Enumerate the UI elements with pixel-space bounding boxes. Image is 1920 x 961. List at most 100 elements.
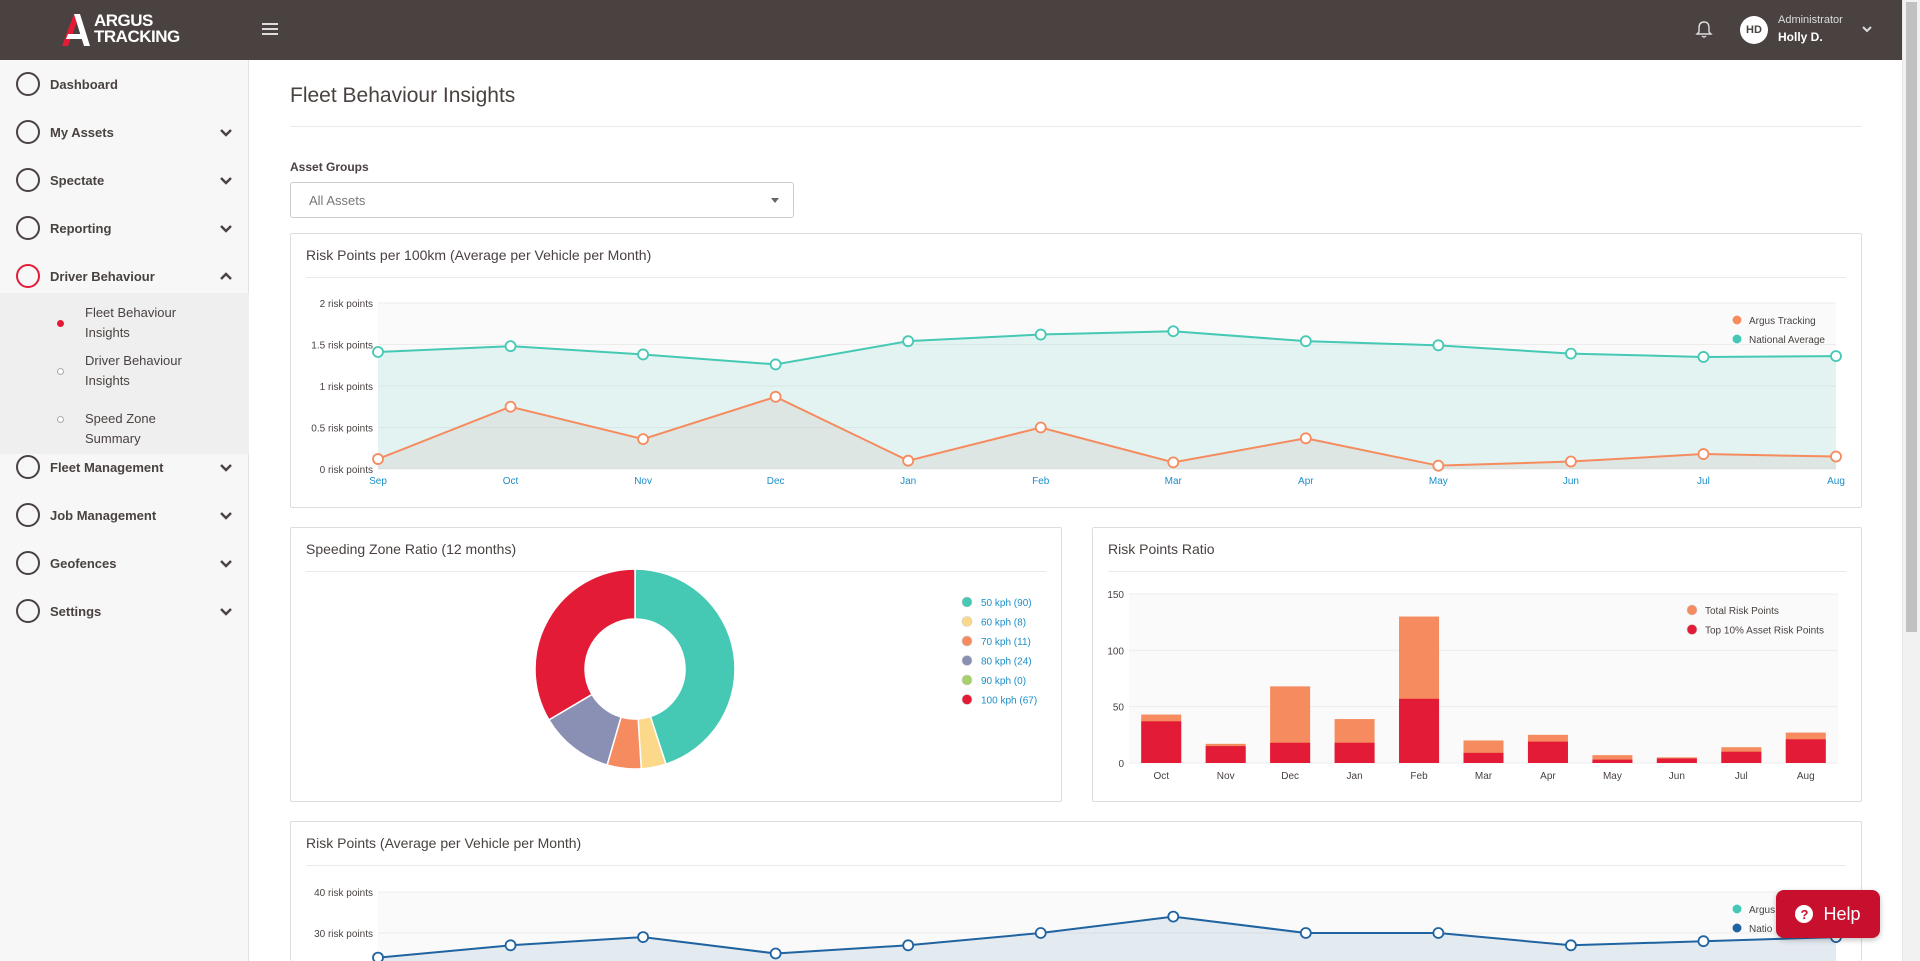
page-scrollbar[interactable] xyxy=(1902,0,1920,961)
sidebar-item-dashboard[interactable]: Dashboard xyxy=(0,63,249,105)
pie-slice xyxy=(534,568,636,721)
data-point xyxy=(1565,347,1577,360)
risk-per-100km-chart: 0 risk points 0.5 risk points 1 risk point… xyxy=(311,299,1845,487)
y-tick-label: 100 xyxy=(1107,646,1124,657)
legend-marker xyxy=(961,616,973,627)
chevron-down-icon[interactable] xyxy=(219,556,233,570)
x-tick-label: Jan xyxy=(900,476,916,487)
x-tick-label: Jun xyxy=(1669,771,1685,782)
data-point xyxy=(1167,325,1180,338)
sidebar-item-label: Settings xyxy=(50,603,102,619)
report-icon xyxy=(16,216,40,240)
bar-top10 xyxy=(1334,742,1375,763)
asset-groups-select[interactable]: All Assets xyxy=(290,182,794,218)
chevron-down-icon[interactable] xyxy=(219,221,233,235)
y-tick-label: 0 risk points xyxy=(320,465,373,476)
sidebar-item-spectate[interactable]: Spectate xyxy=(0,159,249,201)
legend-marker xyxy=(1686,604,1698,616)
sidebar-item-label: Dashboard xyxy=(50,76,118,92)
x-tick-label: Apr xyxy=(1298,476,1314,487)
plot-area xyxy=(1129,594,1838,763)
bar-top10 xyxy=(1592,759,1633,763)
x-tick-label: Jun xyxy=(1563,476,1579,487)
risk-per-100km-panel: Risk Points per 100km (Average per Vehic… xyxy=(290,233,1862,508)
bar-top10 xyxy=(1656,758,1697,763)
avatar[interactable]: HD xyxy=(1740,16,1768,44)
sidebar-item-my-assets[interactable]: My Assets xyxy=(0,111,249,153)
data-point xyxy=(902,335,915,348)
help-label: Help xyxy=(1823,903,1861,924)
x-tick-label: Oct xyxy=(1153,771,1169,782)
sidebar-item-settings[interactable]: Settings xyxy=(0,590,249,632)
user-name[interactable]: Holly D. xyxy=(1778,30,1823,44)
legend-label: 70 kph (11) xyxy=(981,637,1031,648)
sidebar-subitem-speed-zone-summary[interactable]: Speed Zone Summary xyxy=(0,409,249,446)
sidebar-item-job-management[interactable]: Job Management xyxy=(0,494,249,536)
gear-icon xyxy=(16,599,40,623)
panel-title: Risk Points (Average per Vehicle per Mon… xyxy=(306,835,582,851)
bar-total xyxy=(1592,755,1633,763)
sidebar-item-fleet-management[interactable]: Fleet Management xyxy=(0,446,249,488)
chevron-down-icon[interactable] xyxy=(219,604,233,618)
sidebar-item-geofences[interactable]: Geofences xyxy=(0,542,249,584)
x-tick-label: Jul xyxy=(1735,771,1748,782)
scrollbar-thumb[interactable] xyxy=(1906,2,1917,632)
argus-logo[interactable]: ARGUS TRACKING xyxy=(60,12,180,46)
chevron-down-icon[interactable] xyxy=(219,460,233,474)
data-point xyxy=(769,947,782,960)
bell-icon[interactable] xyxy=(1695,20,1713,40)
divider xyxy=(306,277,1846,278)
panel-title: Risk Points per 100km (Average per Vehic… xyxy=(306,247,652,263)
chevron-down-icon[interactable] xyxy=(219,125,233,139)
legend-marker xyxy=(1731,903,1743,915)
divider xyxy=(290,126,1862,127)
data-point xyxy=(1432,927,1445,939)
data-point xyxy=(504,939,517,952)
divider xyxy=(306,571,1046,572)
chevron-down-icon[interactable] xyxy=(219,508,233,522)
bar-top10 xyxy=(1141,721,1182,763)
x-tick-label: Aug xyxy=(1797,771,1815,782)
x-tick-label: May xyxy=(1429,476,1448,487)
bar-top10 xyxy=(1463,752,1504,763)
x-tick-label: Feb xyxy=(1410,771,1428,782)
map-pin-icon xyxy=(16,168,40,192)
x-tick-label: Jul xyxy=(1697,476,1710,487)
legend-label: Argus Tracking xyxy=(1749,316,1816,327)
legend-label: 80 kph (24) xyxy=(981,657,1032,668)
help-button[interactable]: ? Help xyxy=(1776,890,1880,938)
chevron-up-icon[interactable] xyxy=(219,269,233,283)
legend-label: 100 kph (67) xyxy=(981,696,1037,707)
risk-avg-chart: 40 risk points 30 risk points Argus Natio xyxy=(314,888,1842,961)
sidebar-item-label: Spectate xyxy=(50,172,105,188)
y-tick-label: 1.5 risk points xyxy=(311,341,373,352)
chevron-down-icon[interactable] xyxy=(1860,22,1874,36)
logo-line-2: TRACKING xyxy=(94,27,180,46)
sidebar-subitem-fleet-behaviour-insights[interactable]: Fleet Behaviour Insights xyxy=(0,303,249,345)
speeding-zone-chart: 50 kph (90) 60 kph (8) 70 kph (11) 80 kph (… xyxy=(534,568,1037,770)
logo-mark-icon xyxy=(62,14,90,46)
hamburger-menu-icon[interactable] xyxy=(262,20,278,38)
legend-marker xyxy=(961,655,973,666)
y-tick-label: 0 xyxy=(1118,759,1124,770)
divider xyxy=(1108,571,1846,572)
data-point xyxy=(1697,351,1710,363)
dashboard-icon xyxy=(16,72,40,96)
sidebar-subitem-driver-behaviour-insights[interactable]: Driver Behaviour Insights xyxy=(0,351,249,393)
divider xyxy=(306,865,1846,866)
legend-label: Total Risk Points xyxy=(1705,606,1779,617)
data-point xyxy=(1299,335,1312,348)
legend-marker xyxy=(961,635,973,647)
question-icon: ? xyxy=(1795,905,1814,923)
sidebar-item-driver-behaviour[interactable]: Driver Behaviour xyxy=(0,255,249,297)
dot-icon xyxy=(57,416,64,423)
data-point xyxy=(504,400,517,413)
geofence-icon xyxy=(16,551,40,575)
data-point xyxy=(372,951,384,961)
series-line xyxy=(377,395,1837,467)
legend-label: Natio xyxy=(1749,924,1773,935)
chevron-down-icon[interactable] xyxy=(219,173,233,187)
sidebar-item-reporting[interactable]: Reporting xyxy=(0,207,249,249)
data-point xyxy=(1697,935,1710,948)
x-tick-label: Mar xyxy=(1475,771,1493,782)
